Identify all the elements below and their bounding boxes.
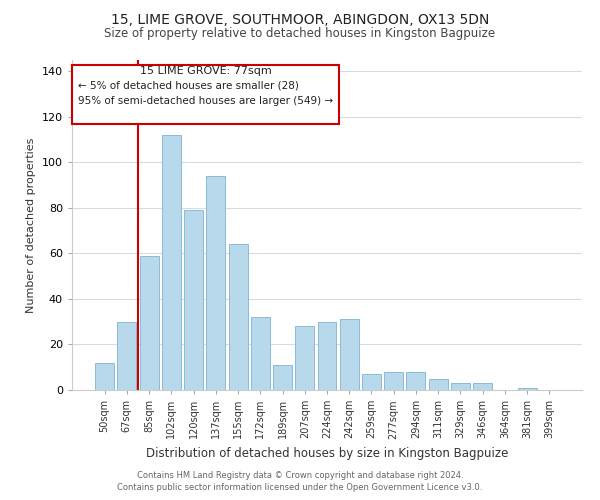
Bar [162,135,181,390]
Bar [406,372,425,390]
Text: Size of property relative to detached houses in Kingston Bagpuize: Size of property relative to detached ho… [104,28,496,40]
Text: ← 5% of detached houses are smaller (28): ← 5% of detached houses are smaller (28) [77,80,298,90]
Bar [229,244,248,390]
Bar [384,372,403,390]
Bar [273,365,292,390]
Text: 95% of semi-detached houses are larger (549) →: 95% of semi-detached houses are larger (… [77,96,333,106]
Bar [317,322,337,390]
Y-axis label: Number of detached properties: Number of detached properties [26,138,36,312]
X-axis label: Distribution of detached houses by size in Kingston Bagpuize: Distribution of detached houses by size … [146,447,508,460]
Text: 15, LIME GROVE, SOUTHMOOR, ABINGDON, OX13 5DN: 15, LIME GROVE, SOUTHMOOR, ABINGDON, OX1… [111,12,489,26]
Bar [362,374,381,390]
Text: 15 LIME GROVE: 77sqm: 15 LIME GROVE: 77sqm [140,66,272,76]
Bar [518,388,536,390]
FancyBboxPatch shape [73,64,339,124]
Bar [429,378,448,390]
Bar [95,362,114,390]
Bar [118,322,136,390]
Text: Contains HM Land Registry data © Crown copyright and database right 2024.
Contai: Contains HM Land Registry data © Crown c… [118,471,482,492]
Bar [206,176,225,390]
Bar [451,383,470,390]
Bar [251,317,270,390]
Bar [184,210,203,390]
Bar [473,383,492,390]
Bar [140,256,158,390]
Bar [340,320,359,390]
Bar [295,326,314,390]
